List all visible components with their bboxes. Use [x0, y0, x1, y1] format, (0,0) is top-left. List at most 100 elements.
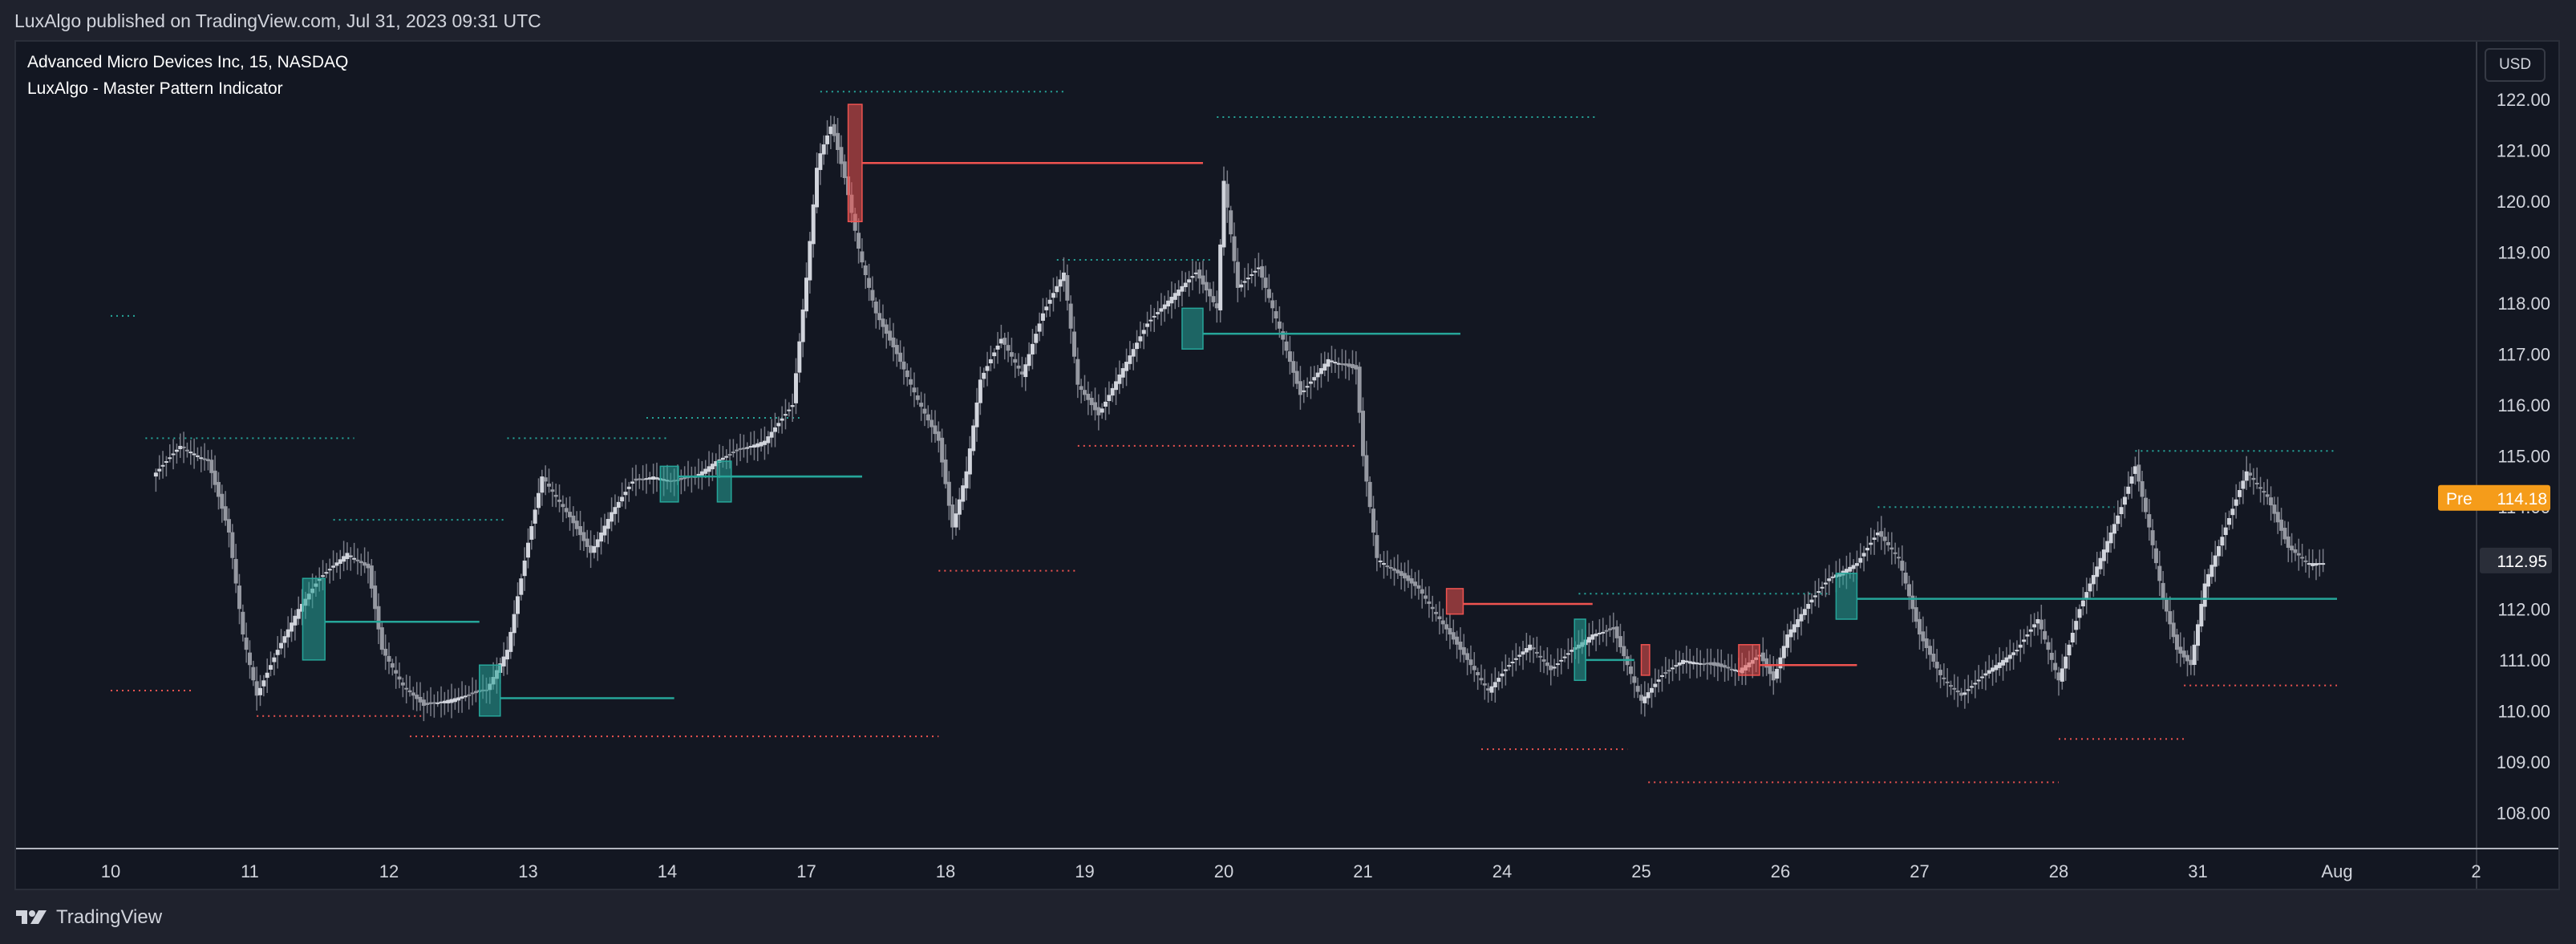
candle-body	[912, 387, 917, 393]
candle-body	[363, 562, 367, 566]
candle-body	[508, 631, 513, 652]
candle-body	[1065, 275, 1070, 301]
candle-body	[1245, 278, 1250, 280]
footer-bar	[0, 890, 2576, 944]
candle-body	[1802, 609, 1807, 615]
candle-body	[205, 459, 210, 461]
tradingview-brand[interactable]: TradingView	[14, 906, 162, 930]
candle-body	[1541, 659, 1546, 662]
candle-body	[220, 493, 225, 509]
candle-body	[1318, 368, 1323, 375]
candle-body	[1131, 349, 1136, 357]
candle-body	[1656, 679, 1661, 683]
candle-body	[2032, 624, 2037, 628]
candle-body	[1424, 595, 1428, 599]
candle-body	[870, 290, 875, 301]
candle-body	[995, 345, 1000, 350]
candle-body	[529, 526, 534, 540]
candle-body	[168, 457, 172, 460]
candle-body	[1733, 669, 1738, 671]
candle-body	[1959, 692, 1964, 696]
candle-body	[439, 701, 444, 703]
candle-body	[1604, 630, 1609, 632]
candle-body	[707, 466, 711, 472]
publish-text: LuxAlgo published on TradingView.com, Ju…	[14, 10, 541, 31]
candle-body	[1983, 673, 1988, 676]
symbol-legend[interactable]: Advanced Micro Devices Inc, 15, NASDAQ	[27, 53, 349, 71]
candle-body	[561, 504, 565, 508]
candle-body	[602, 525, 607, 536]
candle-body	[620, 496, 625, 502]
candle-body	[2168, 611, 2173, 625]
candle-body	[2178, 646, 2183, 654]
candle-body	[428, 702, 433, 704]
candle-body	[2251, 477, 2256, 480]
candle-body	[2147, 514, 2152, 528]
candle-body	[1019, 371, 1024, 375]
candle-body	[877, 313, 882, 321]
candle-body	[857, 233, 861, 249]
candle-body	[2196, 624, 2200, 646]
candle-body	[1646, 692, 1651, 699]
candle-body	[1013, 359, 1018, 363]
candle-body	[720, 457, 725, 460]
candle-body	[1545, 662, 1549, 666]
indicator-legend[interactable]: LuxAlgo - Master Pattern Indicator	[27, 79, 283, 98]
candle-body	[1270, 300, 1275, 309]
candle-body	[1141, 330, 1146, 334]
candle-body	[2279, 519, 2284, 531]
candle-body	[2018, 644, 2023, 648]
x-tick-label: 11	[241, 861, 259, 881]
candle-body	[181, 446, 186, 448]
candle-body	[2213, 555, 2218, 567]
candle-body	[390, 662, 395, 668]
candle-body	[366, 563, 371, 569]
x-tick-label: 27	[1910, 861, 1929, 881]
candle-body	[804, 278, 808, 312]
candle-body	[244, 637, 249, 650]
candle-body	[623, 492, 628, 496]
y-tick-label: 108.00	[2497, 804, 2550, 824]
candle-body	[1962, 692, 1967, 695]
x-tick-label: 14	[658, 861, 677, 881]
candle-body	[2321, 563, 2326, 565]
candle-body	[1162, 304, 1167, 310]
candle-body	[418, 696, 423, 703]
last-price-value: 112.95	[2497, 553, 2547, 571]
candle-body	[425, 703, 430, 705]
candle-body	[1107, 395, 1112, 402]
candle-body	[936, 431, 941, 441]
candle-body	[1549, 665, 1553, 671]
candle-body	[1413, 581, 1418, 586]
candle-body	[1775, 668, 1780, 679]
candle-body	[985, 366, 990, 371]
candle-body	[2056, 672, 2061, 681]
candle-body	[811, 204, 816, 245]
candle-body	[1354, 365, 1359, 370]
candle-body	[519, 578, 524, 595]
candle-body	[272, 657, 277, 662]
candle-body	[1183, 282, 1188, 288]
candle-body	[192, 453, 196, 456]
candle-body	[233, 558, 238, 584]
candle-body	[2067, 644, 2072, 656]
candle-body	[1705, 662, 1710, 665]
candle-body	[1201, 275, 1205, 285]
candle-body	[998, 338, 1003, 344]
candle-body	[2137, 464, 2141, 482]
candle-body	[1465, 653, 1470, 660]
candle-body	[2314, 563, 2319, 566]
candle-body	[727, 454, 732, 456]
candle-body	[867, 278, 872, 288]
candle-body	[1416, 585, 1421, 589]
candle-body	[153, 472, 158, 477]
candle-body	[678, 477, 683, 480]
candle-body	[808, 241, 812, 281]
candle-body	[2272, 504, 2277, 514]
currency-button[interactable]: USD	[2485, 48, 2546, 82]
candle-body	[282, 636, 287, 643]
candle-body	[2265, 494, 2270, 497]
candle-body	[2199, 603, 2204, 627]
pre-market-price-value: 114.18	[2497, 490, 2547, 508]
